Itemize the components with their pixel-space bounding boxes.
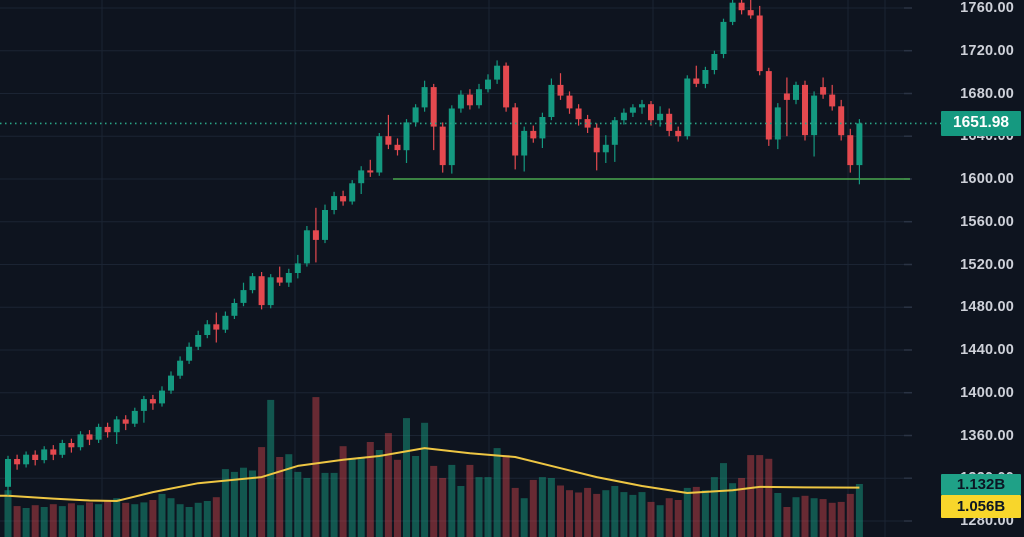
price-axis-label: 1560.00 (960, 213, 1014, 230)
price-axis-label: 1480.00 (960, 299, 1014, 316)
price-axis-label: 1720.00 (960, 42, 1014, 59)
price-axis-label: 1680.00 (960, 85, 1014, 102)
volume-value-label: 1.132B (941, 473, 1021, 495)
last-price-label: 1651.98 (941, 110, 1021, 136)
price-axis-label: 1440.00 (960, 342, 1014, 358)
price-scale-axis[interactable]: 1760.00 1720.00 1680.00 1640.00 1600.00 1560.… (904, 0, 1024, 537)
volume-ma-value-label: 1.056B (941, 495, 1021, 518)
price-axis-label: 1600.00 (960, 171, 1014, 187)
price-axis-label: 1400.00 (960, 384, 1014, 401)
price-axis-label: 1360.00 (960, 427, 1014, 444)
price-axis-label: 1760.00 (960, 0, 1014, 16)
price-axis-label: 1520.00 (960, 256, 1014, 273)
